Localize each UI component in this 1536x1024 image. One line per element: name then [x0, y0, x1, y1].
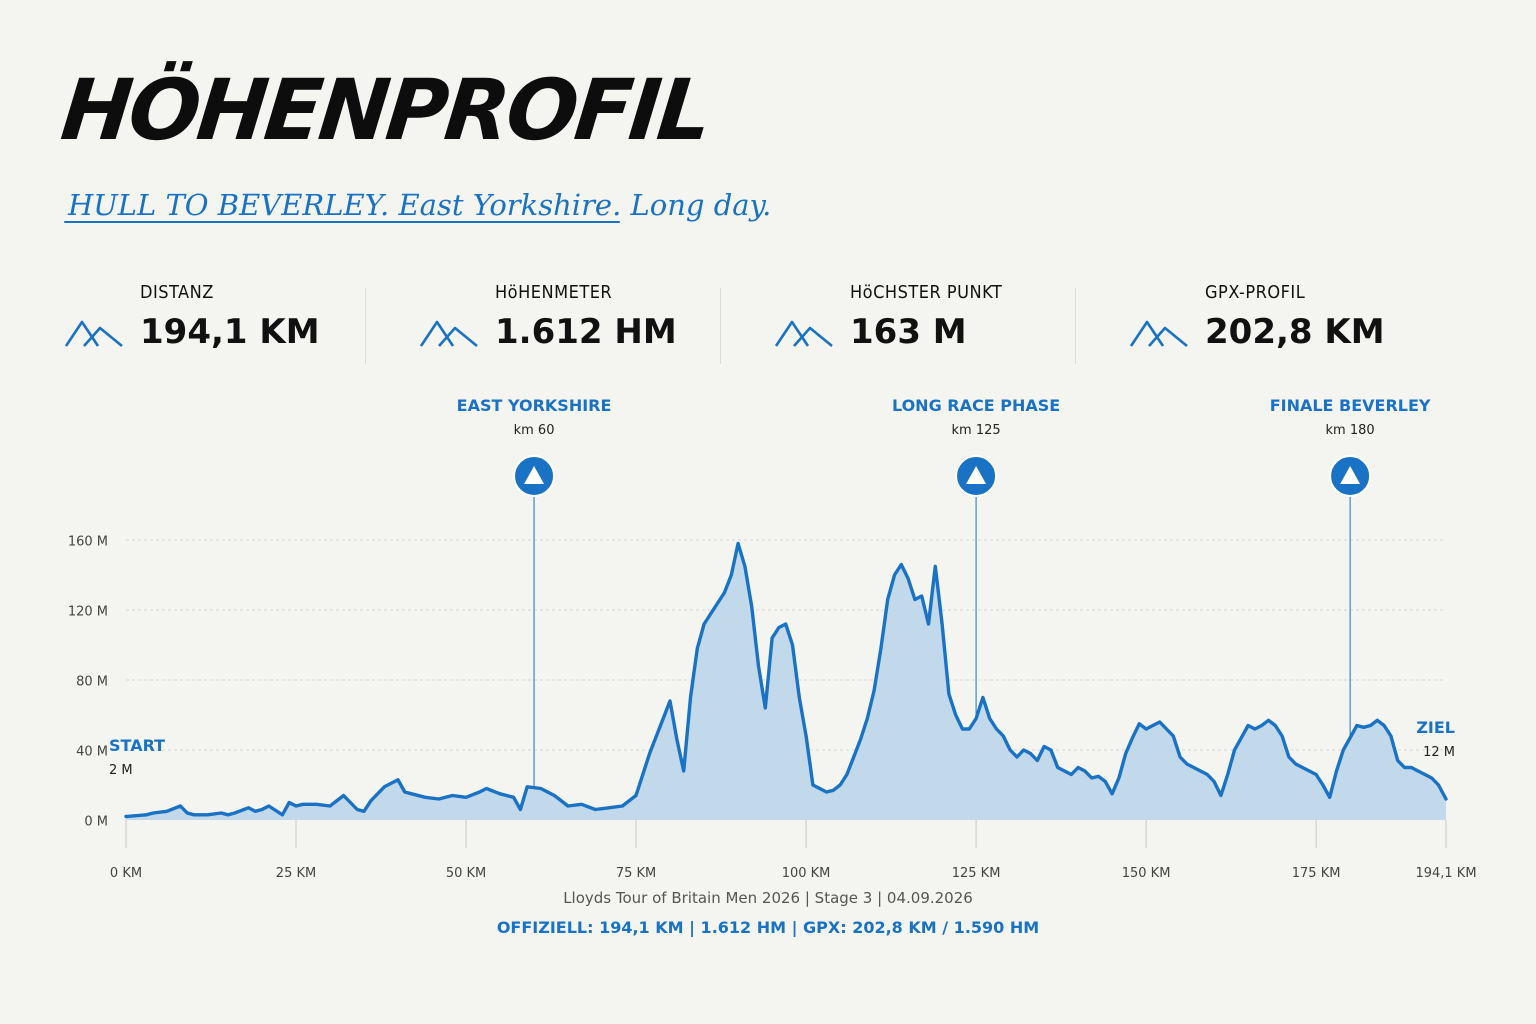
y-tick-label: 40 M	[76, 745, 108, 760]
start-elevation: 2 M	[109, 763, 133, 778]
mountains-icon	[64, 320, 123, 348]
stat-label: DISTANZ	[140, 282, 214, 303]
stat-divider	[365, 288, 366, 364]
stat-value: 202,8 KM	[1205, 312, 1385, 352]
annotation-title: LONG RACE PHASE	[892, 396, 1060, 415]
stat-distance: DISTANZ 194,1 KM	[64, 280, 394, 364]
annotation-title: EAST YORKSHIRE	[457, 396, 612, 415]
x-tick-label: 194,1 KM	[1415, 866, 1476, 881]
stat-elevation-gain: HöHENMETER 1.612 HM	[419, 280, 749, 364]
x-tick-label: 100 KM	[782, 866, 831, 881]
annotation-title: FINALE BEVERLEY	[1270, 396, 1431, 415]
stat-gpx-profile: GPX-PROFIL 202,8 KM	[1129, 280, 1459, 364]
page-subtitle: HULL TO BEVERLEY. East Yorkshire. Long d…	[68, 188, 772, 222]
triangle-icon	[966, 466, 987, 484]
x-tick-label: 150 KM	[1122, 866, 1171, 881]
x-tick-label: 0 KM	[110, 866, 142, 881]
x-tick-label: 75 KM	[616, 866, 656, 881]
x-tick-label: 125 KM	[952, 866, 1001, 881]
y-tick-label: 80 M	[76, 675, 108, 690]
annotation-sub: km 125	[952, 423, 1001, 438]
finish-elevation: 12 M	[1423, 745, 1455, 760]
x-tick-label: 175 KM	[1292, 866, 1341, 881]
elevation-area	[126, 543, 1446, 820]
mountains-icon	[774, 320, 833, 348]
triangle-icon	[1340, 466, 1361, 484]
triangle-icon	[524, 466, 545, 484]
x-tick-label: 25 KM	[276, 866, 316, 881]
subtitle-underline	[64, 221, 620, 223]
y-tick-label: 160 M	[68, 535, 108, 550]
y-tick-label: 0 M	[84, 815, 108, 830]
x-tick-label: 50 KM	[446, 866, 486, 881]
annotation-sub: km 60	[514, 423, 555, 438]
stat-divider	[1075, 288, 1076, 364]
y-tick-label: 120 M	[68, 605, 108, 620]
stat-label: HöHENMETER	[495, 282, 613, 303]
stat-label: HöCHSTER PUNKT	[850, 282, 1003, 303]
race-info: Lloyds Tour of Britain Men 2026 | Stage …	[563, 889, 973, 907]
stat-divider	[720, 288, 721, 364]
stat-value: 194,1 KM	[140, 312, 320, 352]
stat-highest-point: HöCHSTER PUNKT 163 M	[774, 280, 1104, 364]
stat-value: 1.612 HM	[495, 312, 677, 352]
mountains-icon	[419, 320, 478, 348]
mountains-icon	[1129, 320, 1188, 348]
elevation-line	[124, 541, 1448, 819]
stat-value: 163 M	[850, 312, 967, 352]
finish-label: ZIEL	[1416, 718, 1455, 737]
start-label: START	[109, 736, 165, 755]
annotation-sub: km 180	[1326, 423, 1375, 438]
official-stats: OFFIZIELL: 194,1 KM | 1.612 HM | GPX: 20…	[496, 918, 1040, 937]
stat-label: GPX-PROFIL	[1205, 282, 1306, 303]
